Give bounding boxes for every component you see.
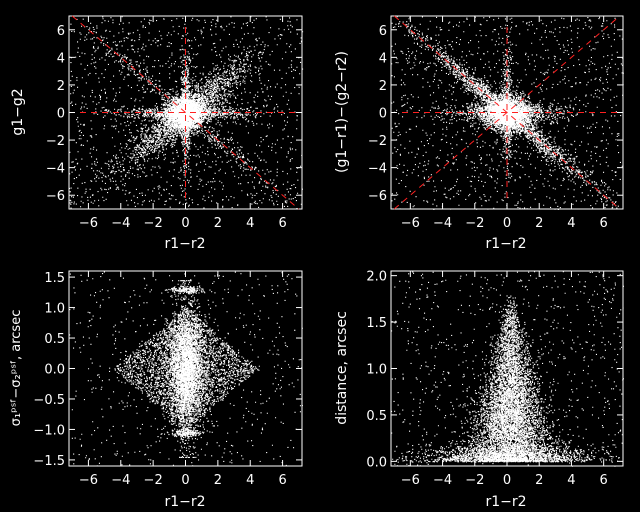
- y-tick-label: −4: [46, 162, 65, 177]
- x-tick-label: −2: [465, 216, 484, 231]
- x-tick-label: 4: [246, 216, 254, 231]
- x-tick-label: 4: [567, 473, 575, 488]
- y-tick-label: 0.0: [44, 363, 65, 378]
- panel-1: g1−g2 r1−r2 −6 −4 −2 0 2 4 6 −6 −4 −2 0 2 4 6: [10, 15, 304, 252]
- x-tick-label: 0: [181, 216, 189, 231]
- panel-1-xlabel: r1−r2: [164, 236, 205, 252]
- x-tick-label: −4: [111, 473, 130, 488]
- x-tick-label: 0: [181, 473, 189, 488]
- panel-2-ylabel: (g1−r1)−(g2−r2): [334, 51, 350, 173]
- x-tick-label: 6: [600, 216, 608, 231]
- panel-4-xlabel: r1−r2: [485, 494, 526, 510]
- x-tick-label: 2: [214, 473, 222, 488]
- y-tick-label: 0.5: [366, 409, 387, 424]
- x-tick-label: 2: [535, 216, 543, 231]
- y-tick-label: 1.0: [366, 363, 387, 378]
- x-tick-label: −6: [79, 473, 98, 488]
- x-tick-label: 4: [567, 216, 575, 231]
- x-tick-label: −2: [144, 216, 163, 231]
- x-tick-label: 4: [246, 473, 254, 488]
- y-tick-label: 0.0: [366, 455, 387, 470]
- y-tick-label: 6: [57, 24, 65, 39]
- y-tick-label: −1.5: [33, 454, 65, 469]
- x-tick-label: −6: [79, 216, 98, 231]
- y-tick-label: −2: [368, 134, 387, 149]
- panel-3-xlabel: r1−r2: [164, 494, 205, 510]
- x-tick-label: −2: [465, 473, 484, 488]
- x-tick-label: 6: [278, 216, 286, 231]
- scatter-points: [391, 271, 624, 467]
- x-tick-label: −6: [401, 473, 420, 488]
- y-tick-label: 4: [379, 51, 387, 66]
- scatter-points: [69, 16, 304, 210]
- y-tick-label: 1.5: [44, 271, 65, 286]
- panel-3: σ₁ᵖˢᶠ−σ₂ᵖˢᶠ, arcsec r1−r2 −6 −4 −2 0 2 4 6 −1.5…: [9, 270, 303, 510]
- panel-2: (g1−r1)−(g2−r2) r1−r2 −6 −4 −2 0 2 4 6 −6 −4 −2 0 2…: [334, 15, 624, 252]
- panel-3-ylabel: σ₁ᵖˢᶠ−σ₂ᵖˢᶠ, arcsec: [9, 310, 24, 427]
- y-tick-label: 4: [57, 51, 65, 66]
- y-tick-label: 0.5: [44, 332, 65, 347]
- y-tick-label: −1.0: [33, 423, 65, 438]
- x-tick-label: −4: [433, 216, 452, 231]
- y-tick-label: 0: [57, 107, 65, 122]
- scatter-points: [69, 271, 303, 467]
- x-tick-label: 0: [503, 473, 511, 488]
- panel-2-xlabel: r1−r2: [485, 236, 526, 252]
- y-tick-label: 6: [379, 24, 387, 39]
- x-tick-label: −4: [433, 473, 452, 488]
- y-tick-label: −6: [368, 189, 387, 204]
- y-tick-label: −0.5: [33, 393, 65, 408]
- panel-4-ylabel: distance, arcsec: [334, 311, 350, 425]
- reference-line: [71, 15, 300, 210]
- y-tick-label: 2: [379, 79, 387, 94]
- x-tick-label: 6: [600, 473, 608, 488]
- x-tick-label: 2: [214, 216, 222, 231]
- y-tick-label: −2: [46, 134, 65, 149]
- x-tick-label: −4: [111, 216, 130, 231]
- x-tick-label: −6: [401, 216, 420, 231]
- y-tick-label: −6: [46, 189, 65, 204]
- reference-line: [393, 15, 621, 210]
- x-tick-label: 0: [503, 216, 511, 231]
- y-tick-label: 2.0: [366, 270, 387, 285]
- x-tick-label: 6: [278, 473, 286, 488]
- scatter-points: [391, 16, 624, 211]
- y-tick-label: −4: [368, 162, 387, 177]
- y-tick-label: 1.0: [44, 302, 65, 317]
- x-tick-label: −2: [144, 473, 163, 488]
- y-tick-label: 2: [57, 79, 65, 94]
- panel-1-ylabel: g1−g2: [10, 88, 26, 135]
- y-tick-label: 1.5: [366, 316, 387, 331]
- y-tick-label: 0: [379, 107, 387, 122]
- panel-4: distance, arcsec r1−r2 −6 −4 −2 0 2 4 6 0.0 0.5 1…: [334, 270, 624, 510]
- x-tick-label: 2: [535, 473, 543, 488]
